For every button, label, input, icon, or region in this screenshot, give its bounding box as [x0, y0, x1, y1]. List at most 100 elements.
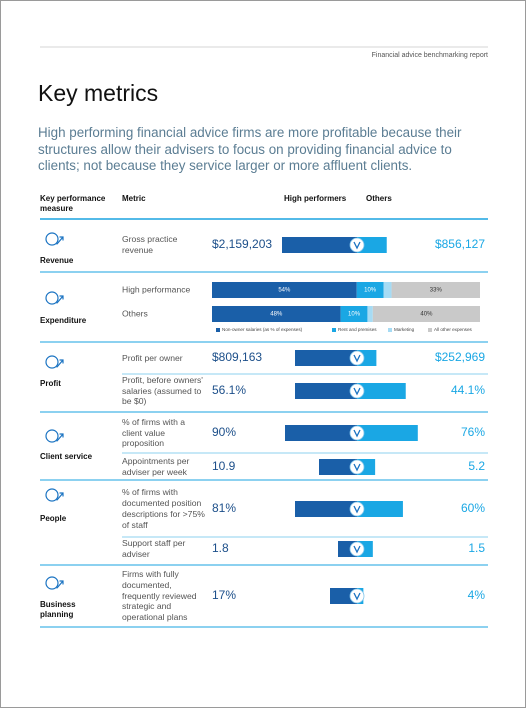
section-icon — [45, 576, 64, 590]
expense-segment — [212, 306, 341, 322]
brand-circle — [349, 350, 365, 366]
segment-label: 10% — [364, 288, 377, 294]
icon-shape — [56, 492, 64, 501]
brand-mark — [353, 505, 361, 514]
icon-shape — [56, 580, 64, 589]
expense-segment — [367, 306, 373, 322]
legend-label: Rent and premises — [338, 327, 377, 332]
legend-label: Non-owner salaries (as % of expenses) — [222, 327, 303, 332]
section-label-box: Revenue — [40, 256, 74, 265]
column-header: Others — [366, 194, 392, 203]
metric-box: % of firms with a client value propositi… — [122, 416, 186, 449]
brand-circle — [349, 237, 365, 253]
brand-circle — [349, 459, 365, 475]
high-performer-bar — [285, 425, 357, 441]
others-value: 5.2 — [468, 459, 485, 473]
high-performer-bar — [295, 350, 357, 366]
legend-label: All other expenses — [434, 327, 472, 332]
high-performer-bar — [282, 237, 357, 253]
section-label: Revenue — [40, 256, 74, 265]
others-bar — [357, 383, 406, 399]
others-bar — [357, 425, 418, 441]
high-performer-bar — [295, 501, 357, 517]
brand-mark — [353, 354, 361, 363]
segment-label: 48% — [270, 312, 283, 318]
high-performer-value: 10.9 — [212, 459, 236, 473]
metric-box: Profit per owner — [122, 328, 206, 388]
segment-label: 40% — [420, 312, 433, 318]
col-head-box: Key performance measure — [40, 194, 105, 213]
brand-circle — [349, 501, 365, 517]
brand-circle — [349, 588, 365, 604]
others-value: 4% — [468, 588, 486, 602]
section-label: People — [40, 514, 67, 523]
metric-cell: Profit per owner — [122, 328, 206, 388]
icon-shape — [45, 232, 59, 246]
high-performer-bar — [295, 383, 357, 399]
section-label-box: Business planning — [40, 600, 76, 619]
others-value: 44.1% — [451, 383, 485, 397]
brand-mark — [353, 241, 361, 250]
high-performer-bar — [330, 588, 357, 604]
high-performer-bar — [319, 459, 357, 475]
metric-cell: Profit, before owners' salaries (assumed… — [122, 361, 206, 421]
brand-mark — [353, 463, 361, 472]
high-performer-value: $809,163 — [212, 350, 262, 364]
high-performer-value: 90% — [212, 425, 236, 439]
section-icon — [45, 291, 64, 305]
metric-text: Appointments per adviser per week — [122, 456, 190, 477]
metric-text: Profit, before owners' salaries (assumed… — [122, 374, 203, 407]
others-value: 60% — [461, 501, 485, 515]
section-icon — [45, 488, 64, 502]
metric-cell: Support staff per adviser — [122, 519, 206, 579]
others-value: 76% — [461, 425, 485, 439]
brand-mark — [353, 387, 361, 396]
section-label-box: People — [40, 514, 67, 523]
metric-box: Profit, before owners' salaries (assumed… — [122, 361, 206, 421]
others-value: 1.5 — [468, 541, 485, 555]
column-header: High performers — [284, 194, 347, 203]
high-performer-value: 56.1% — [212, 383, 246, 397]
section-label-box: Profit — [40, 379, 61, 388]
section-icon — [45, 355, 64, 369]
metric-text: Support staff per adviser — [122, 538, 186, 559]
icon-shape — [56, 236, 64, 245]
metric-box: Support staff per adviser — [122, 519, 206, 579]
report-name: Financial advice benchmarking report — [372, 52, 488, 59]
others-value: $252,969 — [435, 350, 485, 364]
others-value: $856,127 — [435, 237, 485, 251]
metric-cell: Appointments per adviser per week — [122, 437, 206, 497]
segment-label: 10% — [348, 312, 361, 318]
expense-segment — [391, 282, 480, 298]
legend-swatch — [428, 328, 432, 332]
metric-text: Firms with fully documented, frequently … — [122, 569, 197, 623]
metric-box: % of firms with documented position desc… — [122, 479, 206, 539]
high-performer-value: 17% — [212, 588, 236, 602]
section-label: Client service — [40, 452, 93, 461]
icon-shape — [45, 291, 59, 305]
section-icon — [45, 429, 64, 443]
icon-shape — [45, 355, 59, 369]
brand-mark — [353, 545, 361, 554]
icon-shape — [56, 433, 64, 442]
section-label: Profit — [40, 379, 61, 388]
page-title: Key metrics — [38, 80, 158, 106]
legend-swatch — [216, 328, 220, 332]
section-label-box: Expenditure — [40, 316, 87, 325]
section-label-box: Client service — [40, 452, 93, 461]
segment-label: 54% — [278, 288, 291, 294]
metric-text: % of firms with a client value propositi… — [122, 416, 186, 449]
legend-swatch — [332, 328, 336, 332]
legend-swatch — [388, 328, 392, 332]
icon-shape — [45, 488, 59, 502]
segment-label: 33% — [430, 288, 443, 294]
section-label: Expenditure — [40, 316, 87, 325]
metric-cell: Firms with fully documented, frequently … — [122, 566, 206, 626]
metric-text: Profit per owner — [122, 352, 183, 363]
expense-segment — [372, 306, 480, 322]
metric-cell: % of firms with documented position desc… — [122, 479, 206, 539]
icon-shape — [45, 576, 59, 590]
high-performer-value: 81% — [212, 501, 236, 515]
